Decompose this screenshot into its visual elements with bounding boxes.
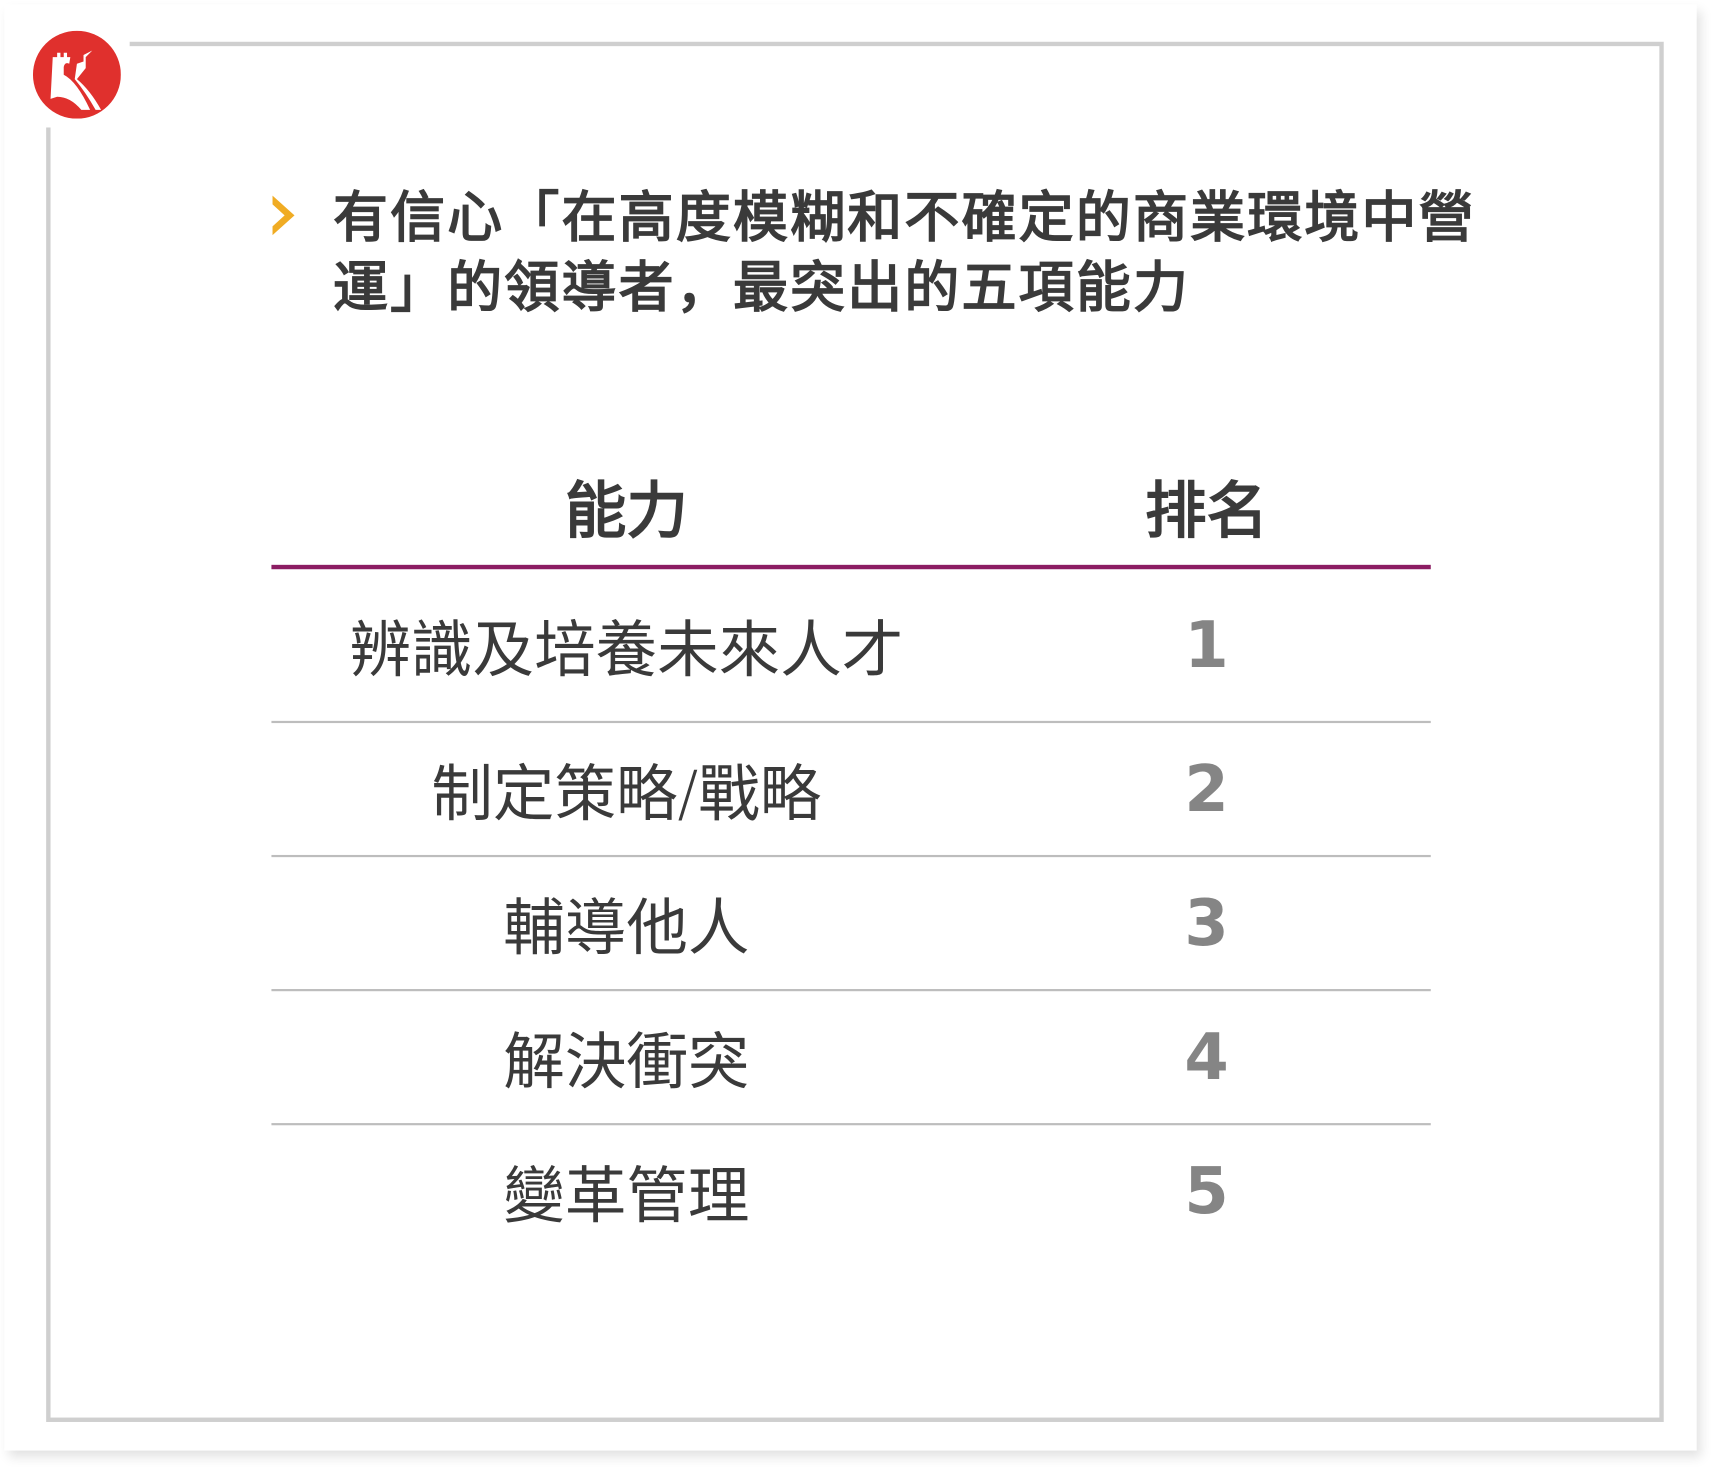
great-wall-icon — [32, 30, 121, 119]
rank-cell: 5 — [1184, 1153, 1229, 1229]
ability-cell: 變革管理 — [503, 1160, 750, 1233]
card — [4, 4, 1697, 1451]
ability-cell: 制定策略/戰略 — [431, 758, 822, 831]
header-ability: 能力 — [564, 475, 688, 548]
ability-cell: 解決衝突 — [503, 1026, 750, 1099]
page-title: 有信心「在高度模糊和不確定的商業環境中營運」的領導者，最突出的五項能力 — [332, 185, 1476, 320]
row-divider — [271, 1123, 1431, 1126]
row-divider — [271, 989, 1431, 992]
row-divider — [271, 854, 1431, 858]
row-divider — [271, 720, 1431, 724]
rank-cell: 1 — [1184, 607, 1229, 683]
ability-cell: 輔導他人 — [503, 892, 750, 965]
frame — [46, 41, 1664, 1422]
ability-cell: 辨識及培養未來人才 — [349, 614, 904, 687]
rank-cell: 2 — [1184, 751, 1229, 827]
rank-cell: 4 — [1184, 1019, 1229, 1095]
chevron-right-icon — [272, 195, 295, 236]
header-divider — [271, 564, 1431, 570]
rank-cell: 3 — [1184, 885, 1229, 961]
header-rank: 排名 — [1145, 475, 1269, 548]
